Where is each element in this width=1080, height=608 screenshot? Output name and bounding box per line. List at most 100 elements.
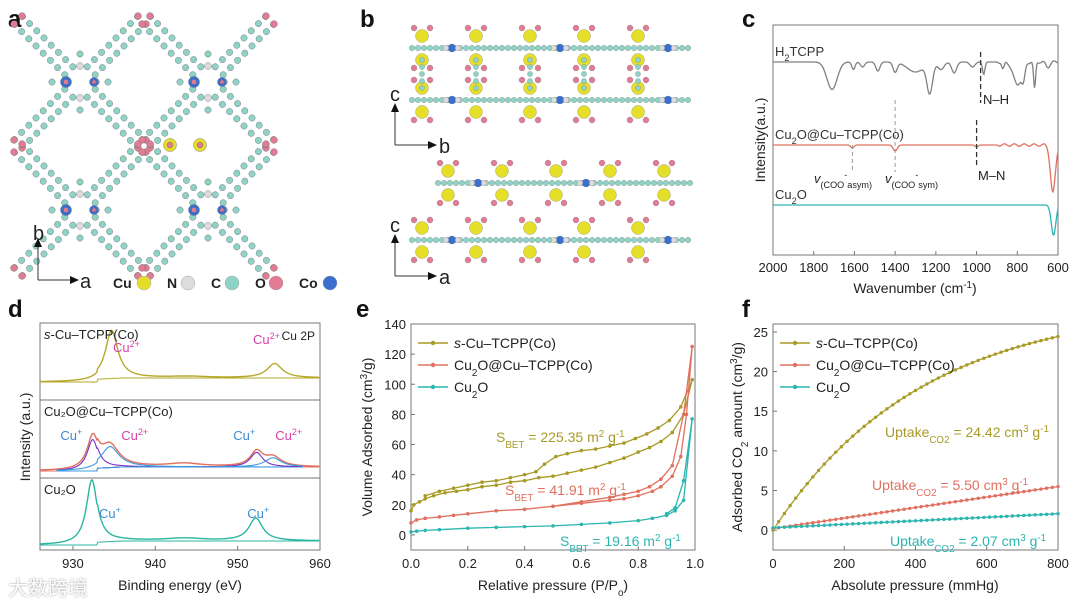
carbon-atom [219, 71, 227, 79]
carbon-atom [248, 42, 256, 50]
carbon-atom [607, 97, 613, 103]
isotherm-point [647, 445, 652, 450]
uptake-point [873, 521, 878, 525]
carbon-atom [511, 45, 517, 51]
carbon-atom [91, 56, 98, 63]
y-tick-label: 5 [761, 484, 768, 499]
legend-swatch-co [322, 275, 338, 291]
axis-label-b: b [33, 223, 44, 245]
isotherm-point [667, 418, 672, 423]
uptake-point [777, 519, 781, 524]
oxygen-atom [426, 64, 434, 72]
uptake-point [811, 475, 815, 479]
x-tick-label: 930 [62, 556, 84, 571]
carbon-atom [175, 169, 183, 177]
copper-atom [469, 221, 483, 235]
carbon-atom [601, 237, 607, 243]
oxygen-atom [436, 159, 444, 167]
y-tick-label: 15 [754, 404, 768, 419]
oxygen-atom [262, 272, 270, 280]
x-tick-label: 950 [227, 556, 249, 571]
carbon-atom [211, 191, 219, 199]
uptake-point [839, 522, 844, 527]
carbon-atom [190, 101, 198, 108]
carbon-atom [91, 199, 99, 207]
nitrogen-atom [481, 180, 487, 186]
oxygen-atom [668, 159, 676, 167]
carbon-atom [254, 20, 262, 27]
copper-atom [523, 245, 537, 259]
carbon-atom [527, 71, 533, 77]
uptake-point [1056, 334, 1060, 339]
carbon-atom [182, 236, 190, 244]
carbon-atom [247, 257, 255, 265]
bet-plot-area [410, 323, 696, 551]
carbon-atom [25, 35, 33, 43]
carbon-atom [525, 180, 531, 186]
carbon-atom [83, 93, 91, 101]
uptake-point [902, 395, 906, 400]
uptake-point [970, 516, 975, 520]
carbon-atom [174, 184, 182, 192]
isotherm-point [664, 512, 669, 516]
legend-swatch-cu [136, 275, 152, 291]
xps-background-1 [40, 466, 320, 472]
carbon-atom [643, 97, 649, 103]
carbon-atom [33, 129, 41, 137]
uptake-point [959, 499, 963, 503]
carbon-atom [481, 237, 487, 243]
carbon-atom [499, 45, 505, 51]
carbon-atom [519, 180, 525, 186]
copper-atom [415, 245, 429, 259]
x-tick-label: 1.0 [686, 556, 704, 571]
uptake-point [851, 522, 855, 526]
carbon-atom [473, 78, 479, 84]
subpanel-label: s-Cu–TCPP(Co) [44, 327, 139, 342]
nitrogen-atom [671, 237, 677, 243]
uptake-point [930, 379, 935, 383]
isotherm-point [508, 475, 513, 480]
isotherm-point [565, 451, 569, 456]
carbon-atom [577, 45, 583, 51]
carbon-atom [127, 121, 135, 129]
oxygen-atom [410, 76, 418, 84]
x-tick-label: 0.4 [516, 556, 534, 571]
uptake-point [822, 523, 826, 527]
oxygen-atom [63, 79, 69, 85]
carbon-atom [555, 180, 561, 186]
oxygen-atom [452, 199, 460, 207]
nitrogen-atom [671, 97, 677, 103]
carbon-atom [161, 27, 169, 35]
isotherm-point [494, 483, 499, 488]
uptake-point [913, 519, 918, 523]
copper-atom [603, 164, 617, 178]
carbon-atom [541, 97, 547, 103]
x-tick-label: 400 [905, 556, 927, 571]
annotation-coo-sym: v(COO-sym) [885, 170, 938, 190]
oxygen-atom [544, 159, 552, 167]
y-tick-label: 0 [761, 523, 768, 538]
nitrogen-atom [443, 97, 449, 103]
carbon-atom [154, 264, 162, 272]
axis-label-a: a [439, 267, 451, 289]
carbon-atom [176, 78, 184, 86]
carbon-atom [523, 237, 529, 243]
uptake-point [856, 429, 861, 433]
arrowhead-icon [34, 238, 42, 247]
carbon-atom [219, 199, 227, 207]
oxygen-atom [572, 256, 580, 264]
oxygen-atom [588, 116, 596, 124]
carbon-atom [190, 56, 198, 63]
carbon-atom [32, 114, 40, 122]
legend-swatch-c [224, 275, 240, 291]
uptake-point [999, 514, 1003, 519]
co2-legend-label: s-Cu–TCPP(Co) [816, 335, 918, 351]
carbon-atom [54, 192, 61, 200]
carbon-atom [415, 45, 421, 51]
isotherm-point [551, 504, 555, 509]
isotherm-point [494, 509, 499, 513]
uptake-point [805, 521, 809, 526]
xps-plot-area [39, 322, 321, 551]
oxygen-atom [544, 199, 552, 207]
carbon-atom [625, 45, 631, 51]
